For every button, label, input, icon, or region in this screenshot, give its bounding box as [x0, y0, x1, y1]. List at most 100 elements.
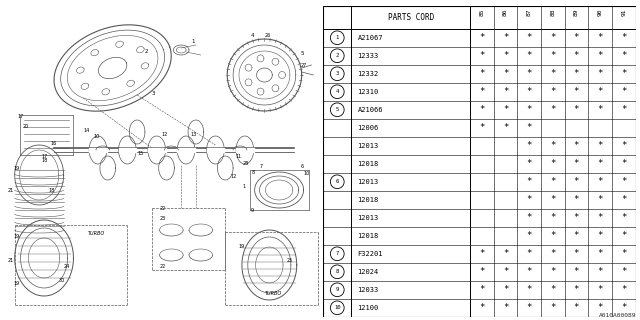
Text: *: * [621, 231, 627, 240]
Text: *: * [621, 87, 627, 96]
Text: 9: 9 [251, 208, 253, 213]
Text: PARTS CORD: PARTS CORD [388, 13, 434, 22]
Text: *: * [573, 231, 579, 240]
Text: 26: 26 [264, 33, 271, 38]
Text: *: * [597, 195, 603, 204]
Text: *: * [479, 69, 484, 78]
Text: *: * [527, 51, 532, 60]
Text: *: * [550, 303, 556, 312]
Text: *: * [479, 33, 484, 42]
Text: *: * [550, 249, 556, 258]
Text: *: * [621, 195, 627, 204]
Text: *: * [621, 33, 627, 42]
Text: 13: 13 [191, 132, 197, 137]
Text: 27: 27 [301, 63, 307, 68]
Text: *: * [573, 213, 579, 222]
Text: 12: 12 [161, 132, 168, 137]
Text: *: * [597, 105, 603, 114]
Text: 14: 14 [83, 128, 90, 133]
Text: *: * [597, 177, 603, 186]
Text: 12006: 12006 [358, 125, 379, 131]
Text: *: * [503, 123, 508, 132]
Text: 30: 30 [59, 278, 65, 283]
Text: *: * [621, 105, 627, 114]
Text: *: * [503, 267, 508, 276]
Text: *: * [597, 213, 603, 222]
Text: *: * [550, 285, 556, 294]
Text: *: * [621, 249, 627, 258]
Text: 18: 18 [41, 158, 47, 163]
Text: 1: 1 [191, 39, 195, 44]
Text: 11: 11 [235, 154, 241, 159]
Text: 15: 15 [137, 151, 143, 156]
Text: *: * [550, 141, 556, 150]
Text: 12013: 12013 [358, 143, 379, 149]
Text: A21066: A21066 [358, 107, 383, 113]
Text: *: * [621, 159, 627, 168]
Text: 19: 19 [13, 166, 20, 171]
Text: *: * [597, 69, 603, 78]
Text: *: * [479, 285, 484, 294]
Text: 17: 17 [41, 154, 47, 159]
Text: *: * [503, 87, 508, 96]
Text: 22: 22 [159, 206, 166, 211]
Text: 4: 4 [251, 33, 254, 38]
Text: *: * [573, 267, 579, 276]
Text: *: * [597, 303, 603, 312]
Text: 85: 85 [479, 8, 484, 16]
Text: *: * [621, 69, 627, 78]
Text: *: * [479, 267, 484, 276]
Text: 12018: 12018 [358, 197, 379, 203]
Text: 17: 17 [18, 114, 24, 119]
Text: 88: 88 [550, 8, 556, 16]
Text: *: * [550, 195, 556, 204]
Text: 7: 7 [335, 251, 339, 256]
Text: *: * [503, 51, 508, 60]
Text: *: * [527, 123, 532, 132]
Text: 2: 2 [335, 53, 339, 58]
Text: *: * [573, 69, 579, 78]
Text: 3: 3 [152, 91, 156, 96]
Text: 12033: 12033 [358, 287, 379, 293]
Text: F32201: F32201 [358, 251, 383, 257]
Text: *: * [527, 267, 532, 276]
Text: *: * [527, 141, 532, 150]
Text: 1: 1 [335, 35, 339, 40]
Text: 19: 19 [239, 244, 245, 249]
Text: 10: 10 [303, 171, 310, 176]
Text: *: * [621, 141, 627, 150]
Text: 16: 16 [51, 141, 57, 146]
Text: 91: 91 [621, 8, 626, 16]
Text: *: * [503, 105, 508, 114]
Text: *: * [621, 285, 627, 294]
Text: 19: 19 [13, 281, 20, 286]
Text: 3: 3 [335, 71, 339, 76]
Text: 12333: 12333 [358, 53, 379, 59]
Text: *: * [527, 231, 532, 240]
Text: 1: 1 [243, 184, 246, 189]
Text: *: * [573, 285, 579, 294]
Text: *: * [550, 213, 556, 222]
Text: *: * [479, 87, 484, 96]
Text: 4: 4 [335, 89, 339, 94]
Text: 12100: 12100 [358, 305, 379, 311]
Text: 2: 2 [145, 49, 148, 54]
Text: *: * [597, 285, 603, 294]
Text: A21067: A21067 [358, 35, 383, 41]
Text: *: * [527, 195, 532, 204]
Text: *: * [573, 141, 579, 150]
Text: 6: 6 [301, 164, 304, 169]
Text: *: * [597, 33, 603, 42]
Text: *: * [550, 267, 556, 276]
Text: *: * [479, 51, 484, 60]
Text: *: * [550, 51, 556, 60]
Text: *: * [503, 249, 508, 258]
Text: TURBO: TURBO [264, 291, 282, 296]
Text: 12310: 12310 [358, 89, 379, 95]
Text: 21: 21 [8, 258, 14, 263]
Text: 21: 21 [8, 188, 14, 193]
Text: *: * [527, 213, 532, 222]
Text: *: * [550, 105, 556, 114]
Text: A010A00089: A010A00089 [599, 313, 637, 318]
Text: *: * [597, 51, 603, 60]
